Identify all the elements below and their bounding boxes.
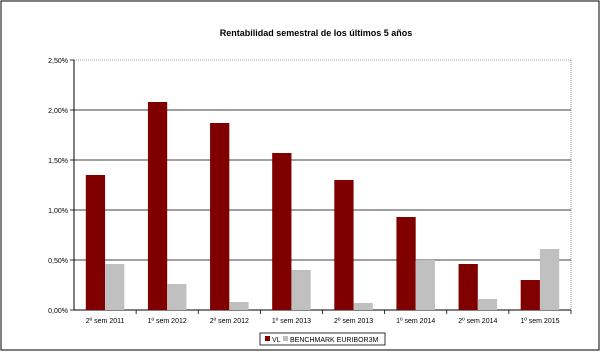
legend-label: VL (272, 337, 281, 344)
chart-title: Rentabilidad semestral de los últimos 5 … (220, 28, 413, 38)
legend-label: BENCHMARK EURIBOR3M (290, 337, 378, 344)
legend-swatch (265, 336, 270, 341)
y-tick-label: 2,00% (48, 108, 68, 115)
bar-benchmark (353, 303, 373, 310)
x-tick-label: 1º sem 2015 (520, 318, 559, 325)
bar-benchmark (291, 270, 311, 310)
bar-vl (520, 280, 540, 310)
bar-benchmark (229, 302, 249, 310)
bar-benchmark (415, 260, 435, 310)
bar-vl (272, 153, 292, 310)
bar-vl (396, 217, 416, 310)
x-tick-label: 1º sem 2012 (148, 318, 187, 325)
bar-benchmark (539, 249, 560, 310)
legend-box (259, 332, 386, 346)
y-tick-label: 0,50% (48, 258, 68, 265)
bar-vl (85, 175, 106, 310)
x-tick-label: 2º sem 2012 (210, 318, 249, 325)
y-tick-label: 1,50% (48, 158, 68, 165)
y-tick-label: 1,00% (48, 208, 68, 215)
x-tick-label: 1º sem 2013 (272, 318, 311, 325)
y-tick-label: 0,00% (48, 308, 68, 315)
bar-benchmark (477, 299, 498, 310)
bar-benchmark (105, 264, 125, 310)
legend: VL BENCHMARK EURIBOR3M (259, 332, 386, 346)
x-tick-label: 2º sem 2013 (334, 318, 373, 325)
x-tick-label: 1º sem 2014 (396, 318, 435, 325)
bar-vl (147, 102, 168, 310)
bar-vl (210, 123, 230, 310)
bar-vl (334, 180, 354, 310)
plot-area: 0,00% 0,50% 1,00% 1,50% 2,00% 2,50% 2º sem 201… (48, 58, 572, 325)
bar-benchmark (167, 284, 187, 310)
legend-swatch (283, 336, 288, 341)
x-tick-label: 2º sem 2011 (86, 318, 125, 325)
y-tick-label: 2,50% (48, 58, 68, 65)
bar-vl (458, 264, 478, 310)
x-tick-label: 2º sem 2014 (458, 318, 497, 325)
